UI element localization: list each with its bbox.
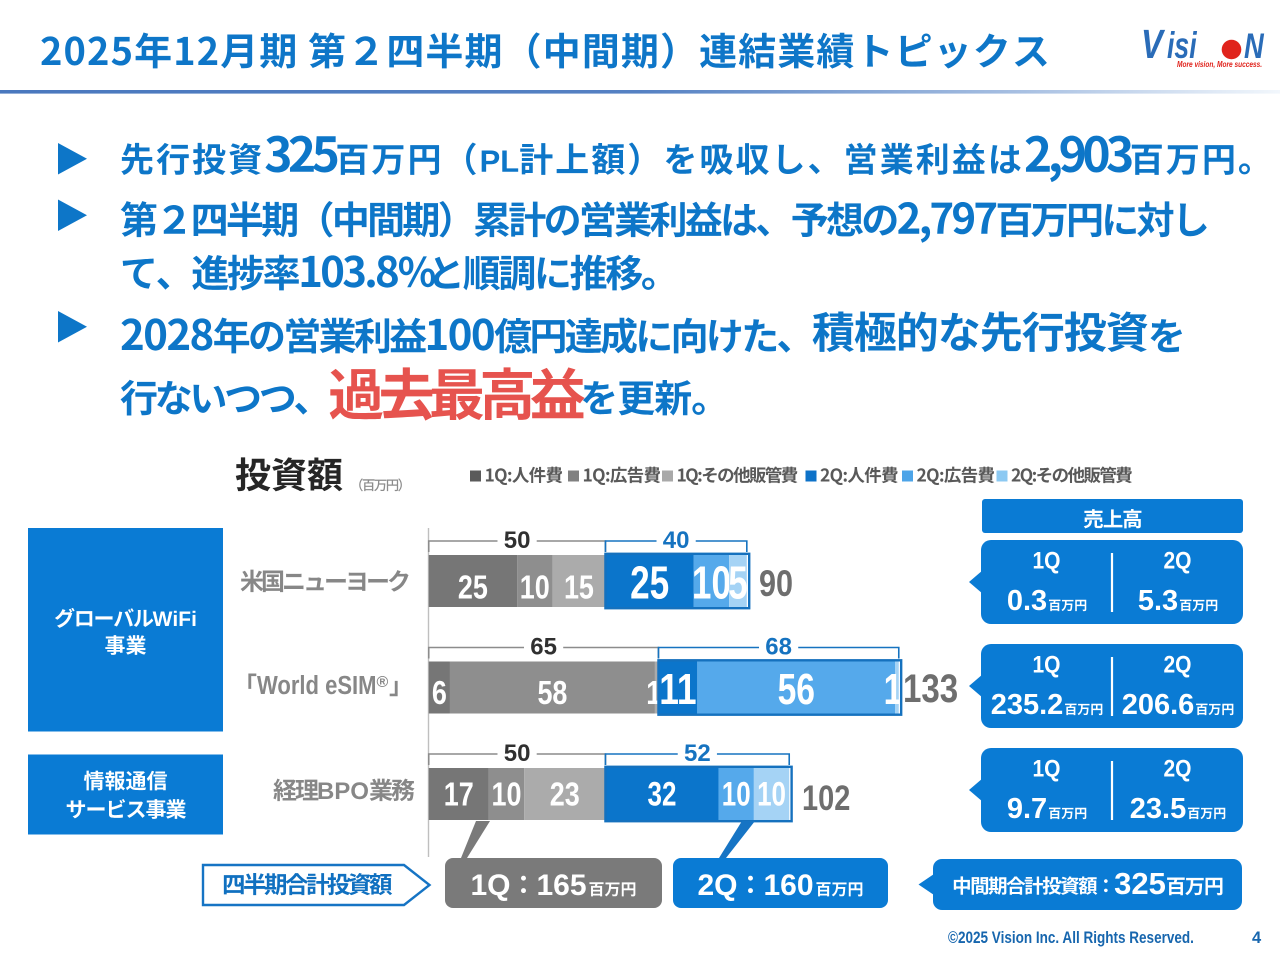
svg-text:50: 50 <box>504 740 531 767</box>
svg-text:65: 65 <box>530 634 557 661</box>
svg-text:1Q: 1Q <box>1033 652 1061 679</box>
svg-text:133: 133 <box>903 667 958 711</box>
svg-text:1Q: 1Q <box>470 869 510 902</box>
svg-text:2Q: 2Q <box>1164 652 1192 679</box>
svg-text:235.2: 235.2 <box>991 689 1064 721</box>
svg-text:50: 50 <box>504 527 531 554</box>
svg-text:10: 10 <box>491 776 521 813</box>
svg-text:10: 10 <box>757 776 786 814</box>
svg-text:15: 15 <box>564 569 594 606</box>
svg-text:More vision, More success.: More vision, More success. <box>1177 59 1262 69</box>
svg-text:1Q: 1Q <box>1033 756 1061 783</box>
svg-text:2Q: 2Q <box>1164 548 1192 575</box>
svg-text:1Q: 1Q <box>1033 548 1061 575</box>
svg-text:0.3: 0.3 <box>1007 585 1047 617</box>
svg-text:©2025 Vision Inc. All Rights R: ©2025 Vision Inc. All Rights Reserved. <box>948 929 1194 948</box>
svg-text:isi: isi <box>1167 25 1197 66</box>
svg-text:40: 40 <box>663 527 690 554</box>
svg-text:5: 5 <box>728 557 748 609</box>
svg-text:25: 25 <box>458 569 488 606</box>
svg-text:9.7: 9.7 <box>1007 793 1047 825</box>
svg-text:2Q: 2Q <box>1164 756 1192 783</box>
svg-text:11: 11 <box>659 665 696 714</box>
svg-text:32: 32 <box>648 776 677 814</box>
svg-text:160: 160 <box>763 869 813 902</box>
svg-text:58: 58 <box>537 674 567 711</box>
svg-text:90: 90 <box>759 563 793 604</box>
svg-text:325: 325 <box>1114 866 1166 901</box>
svg-text:17: 17 <box>444 776 474 813</box>
svg-text:N: N <box>1244 27 1265 66</box>
svg-text:23: 23 <box>550 776 580 813</box>
svg-text:165: 165 <box>536 869 586 902</box>
svg-text:52: 52 <box>684 740 711 767</box>
svg-text:10: 10 <box>692 557 731 609</box>
svg-text:10: 10 <box>520 569 550 606</box>
svg-text:68: 68 <box>765 634 792 661</box>
svg-text:4: 4 <box>1252 929 1262 947</box>
svg-text:®: ® <box>377 674 389 691</box>
svg-text:25: 25 <box>630 557 669 609</box>
svg-text:10: 10 <box>722 776 751 814</box>
svg-text:102: 102 <box>802 779 850 818</box>
svg-text:23.5: 23.5 <box>1130 793 1186 825</box>
svg-text:2Q: 2Q <box>697 869 737 902</box>
svg-text:56: 56 <box>778 665 815 714</box>
svg-text:1: 1 <box>884 665 903 714</box>
svg-text:6: 6 <box>432 674 447 711</box>
svg-text:206.6: 206.6 <box>1122 689 1195 721</box>
svg-text:World eSIM: World eSIM <box>257 672 377 700</box>
svg-text:V: V <box>1141 20 1166 66</box>
svg-text:5.3: 5.3 <box>1138 585 1178 617</box>
